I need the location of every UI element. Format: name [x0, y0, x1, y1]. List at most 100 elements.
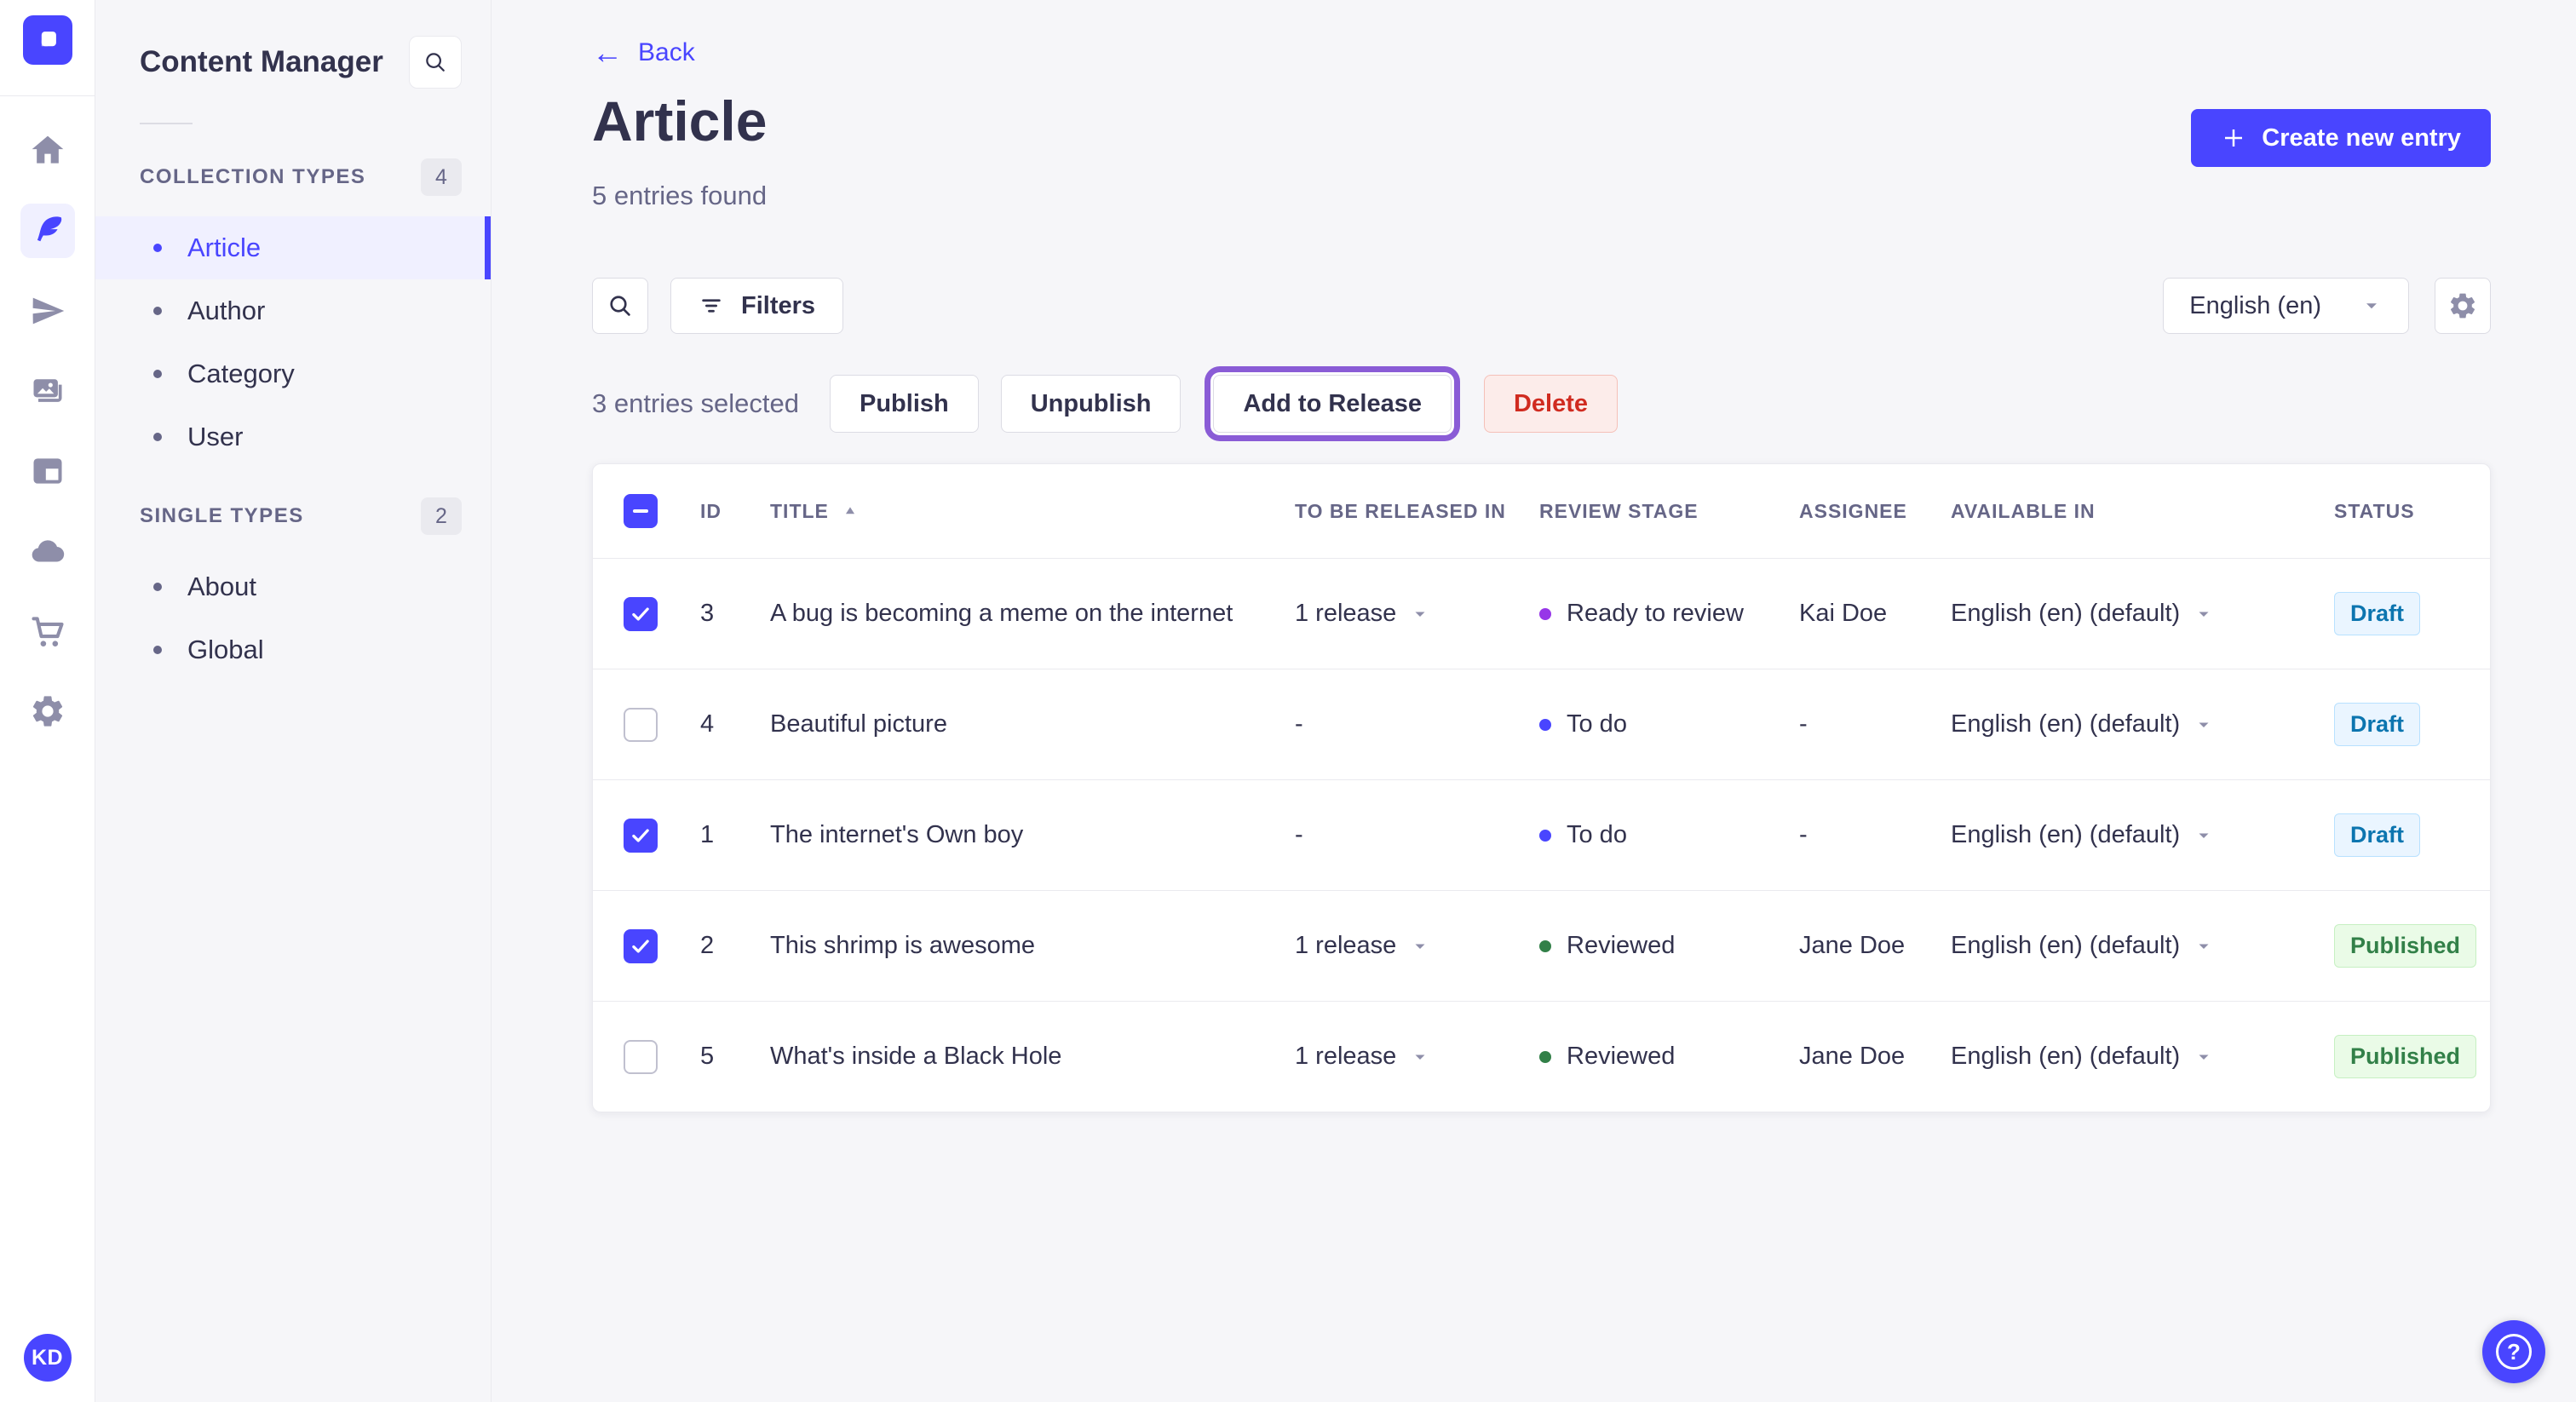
settings-icon[interactable] — [20, 684, 75, 738]
row-id: 5 — [700, 1043, 715, 1070]
column-header-release[interactable]: TO BE RELEASED IN — [1295, 499, 1506, 522]
row-title[interactable]: This shrimp is awesome — [770, 932, 1036, 959]
row-release[interactable]: 1 release — [1295, 932, 1539, 960]
row-locale[interactable]: English (en) (default) — [1951, 932, 2334, 960]
chevron-down-icon — [2366, 303, 2377, 309]
row-assignee: Jane Doe — [1799, 1043, 1906, 1070]
marketplace-icon[interactable] — [20, 444, 75, 498]
publish-button[interactable]: Publish — [829, 375, 979, 433]
back-link[interactable]: ← Back — [592, 37, 695, 68]
back-label: Back — [638, 38, 695, 66]
column-header-review-stage[interactable]: REVIEW STAGE — [1539, 499, 1699, 522]
status-badge: Published — [2334, 924, 2477, 968]
row-locale[interactable]: English (en) (default) — [1951, 600, 2334, 628]
table-row: 3 A bug is becoming a meme on the interne… — [593, 558, 2490, 669]
row-locale[interactable]: English (en) (default) — [1951, 1043, 2334, 1071]
sidebar-item-label: User — [187, 422, 244, 451]
add-to-release-button[interactable]: Add to Release — [1213, 375, 1452, 433]
row-release: - — [1295, 821, 1303, 848]
purchases-icon[interactable] — [20, 604, 75, 658]
row-title[interactable]: What's inside a Black Hole — [770, 1043, 1062, 1070]
sidebar-item-article[interactable]: Article — [95, 216, 491, 279]
status-badge: Published — [2334, 1035, 2477, 1078]
row-assignee: Kai Doe — [1799, 600, 1888, 627]
sidebar-item-label: Article — [187, 233, 262, 262]
strapi-logo[interactable] — [22, 15, 72, 65]
sidebar-item-about[interactable]: About — [95, 555, 491, 618]
row-checkbox[interactable] — [624, 818, 658, 853]
sidebar-item-label: Author — [187, 296, 266, 325]
sidebar-item-global[interactable]: Global — [95, 618, 491, 681]
row-locale[interactable]: English (en) (default) — [1951, 821, 2334, 849]
sidebar-item-label: About — [187, 572, 257, 601]
column-header-available-in[interactable]: AVAILABLE IN — [1951, 499, 2096, 522]
column-header-assignee[interactable]: ASSIGNEE — [1799, 499, 1907, 522]
user-avatar[interactable]: KD — [23, 1334, 72, 1382]
column-header-id[interactable]: ID — [700, 499, 722, 522]
row-title[interactable]: Beautiful picture — [770, 710, 947, 738]
check-icon — [632, 828, 649, 842]
unpublish-button[interactable]: Unpublish — [1000, 375, 1182, 433]
status-badge: Draft — [2334, 813, 2421, 857]
delete-button[interactable]: Delete — [1483, 375, 1619, 433]
row-review-stage: Ready to review — [1539, 600, 1799, 628]
help-button[interactable]: ? — [2482, 1320, 2545, 1383]
row-review-stage: Reviewed — [1539, 1043, 1799, 1071]
table-header-row: ID TITLE TO BE RELEASED IN REVIEW STAGE … — [593, 464, 2490, 558]
sidebar-sections: COLLECTION TYPES 4 Article Author Category Us… — [95, 129, 491, 681]
table-row: 2 This shrimp is awesome 1 release Reviewed… — [593, 890, 2490, 1001]
row-release[interactable]: 1 release — [1295, 1043, 1539, 1071]
row-title[interactable]: A bug is becoming a meme on the internet — [770, 600, 1233, 627]
status-badge: Draft — [2334, 592, 2421, 635]
home-icon[interactable] — [20, 124, 75, 178]
row-id: 3 — [700, 600, 715, 627]
sidebar-item-author[interactable]: Author — [95, 279, 491, 342]
row-checkbox[interactable] — [624, 1039, 658, 1074]
chevron-down-icon — [1415, 1054, 1425, 1060]
locale-select[interactable]: English (en) — [2163, 278, 2409, 334]
column-header-title[interactable]: TITLE — [770, 500, 1295, 523]
bullet-icon — [153, 370, 162, 378]
row-checkbox[interactable] — [624, 707, 658, 742]
bullet-icon — [153, 583, 162, 591]
stage-dot-icon — [1539, 718, 1551, 731]
content-manager-icon[interactable] — [20, 204, 75, 258]
bullet-icon — [153, 244, 162, 252]
search-icon — [426, 53, 445, 72]
strapi-logo-icon — [41, 32, 56, 47]
media-library-icon[interactable] — [20, 364, 75, 418]
stage-dot-icon — [1539, 607, 1551, 620]
row-assignee: - — [1799, 710, 1808, 738]
deploy-icon[interactable] — [20, 524, 75, 578]
sort-asc-icon — [845, 507, 854, 514]
stage-dot-icon — [1539, 829, 1551, 842]
column-header-status[interactable]: STATUS — [2334, 499, 2415, 522]
row-assignee: Jane Doe — [1799, 932, 1906, 959]
sidebar-item-category[interactable]: Category — [95, 342, 491, 405]
selection-bar: 3 entries selected Publish Unpublish Add… — [592, 375, 2491, 433]
row-id: 1 — [700, 821, 715, 848]
create-new-entry-button[interactable]: Create new entry — [2191, 109, 2491, 167]
chevron-down-icon — [2199, 722, 2209, 727]
table-row: 1 The internet's Own boy - To do - English (e… — [593, 779, 2490, 890]
sidebar-item-user[interactable]: User — [95, 405, 491, 468]
view-settings-button[interactable] — [2435, 278, 2491, 334]
row-release[interactable]: 1 release — [1295, 600, 1539, 628]
select-all-checkbox[interactable] — [624, 494, 658, 528]
row-locale[interactable]: English (en) (default) — [1951, 710, 2334, 738]
search-button[interactable] — [592, 278, 648, 334]
chevron-down-icon — [2199, 833, 2209, 838]
chevron-down-icon — [2199, 1054, 2209, 1060]
filters-button[interactable]: Filters — [670, 278, 844, 334]
section-count-badge: 2 — [421, 497, 462, 535]
row-title[interactable]: The internet's Own boy — [770, 821, 1024, 848]
row-checkbox[interactable] — [624, 596, 658, 631]
table-body: 3 A bug is becoming a meme on the interne… — [593, 558, 2490, 1112]
row-id: 4 — [700, 710, 715, 738]
search-icon — [610, 296, 630, 316]
check-icon — [632, 939, 649, 953]
row-checkbox[interactable] — [624, 928, 658, 963]
releases-icon[interactable] — [20, 284, 75, 338]
sidebar-search-button[interactable] — [409, 36, 462, 89]
